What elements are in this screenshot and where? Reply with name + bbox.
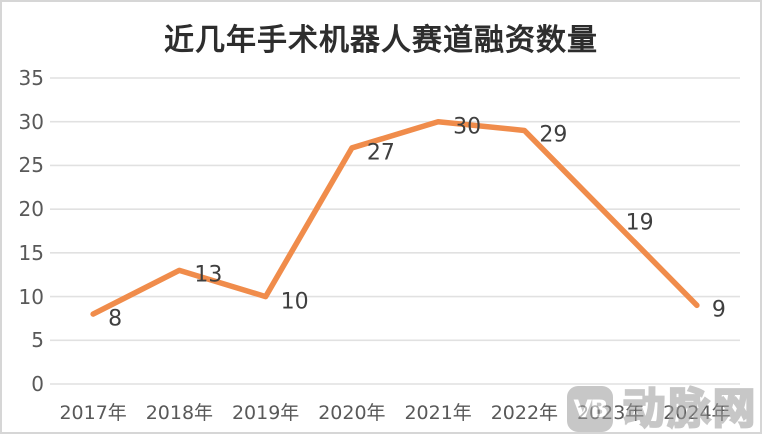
- x-tick-label: 2024年: [663, 402, 731, 424]
- data-label: 29: [539, 122, 568, 148]
- x-tick-label: 2019年: [231, 402, 300, 424]
- y-tick-label: 30: [18, 109, 44, 134]
- y-tick-label: 20: [18, 197, 44, 222]
- series-line: [90, 118, 700, 317]
- data-label: 10: [280, 289, 309, 315]
- x-tick-label: 2022年: [490, 402, 559, 424]
- data-label: 13: [194, 262, 223, 288]
- y-tick-label: 5: [31, 328, 44, 353]
- y-tick-label: 0: [31, 372, 44, 396]
- y-tick-label: 25: [18, 153, 44, 178]
- data-label: 9: [711, 297, 726, 323]
- data-label: 27: [366, 140, 395, 166]
- data-label: 30: [453, 114, 482, 140]
- x-tick-label: 2023年: [576, 402, 645, 424]
- data-label: 19: [625, 210, 654, 236]
- y-tick-label: 15: [18, 240, 44, 265]
- data-label: 8: [108, 306, 123, 332]
- chart-title: 近几年手术机器人赛道融资数量: [164, 23, 598, 58]
- x-tick-label: 2020年: [318, 402, 386, 424]
- y-tick-label: 10: [18, 284, 44, 309]
- x-tick-label: 2021年: [404, 402, 472, 424]
- x-tick-label: 2017年: [59, 402, 127, 424]
- x-tick-label: 2018年: [145, 402, 214, 424]
- y-tick-label: 35: [18, 66, 44, 90]
